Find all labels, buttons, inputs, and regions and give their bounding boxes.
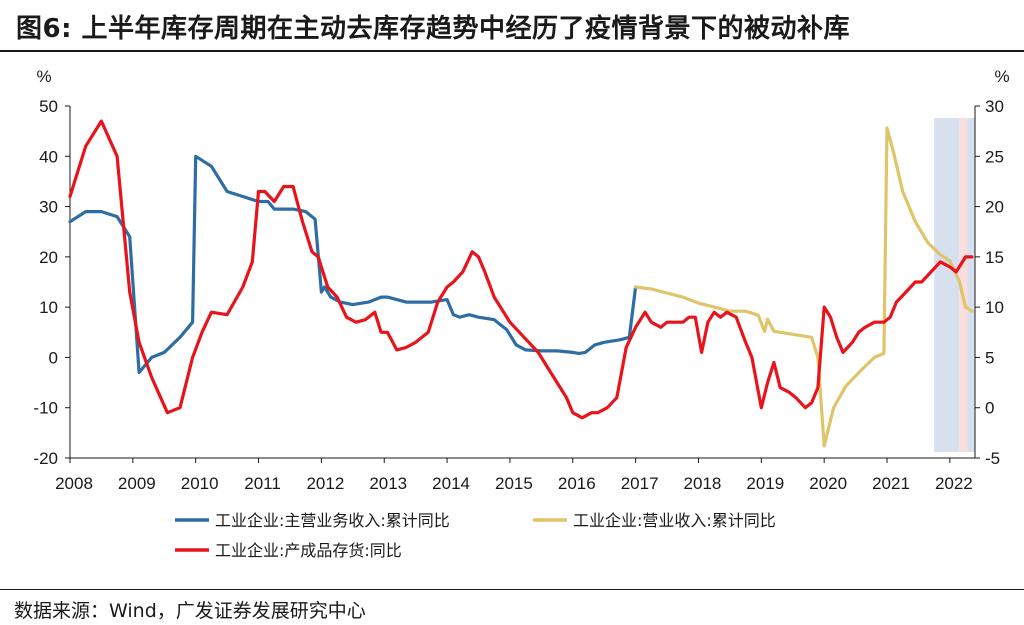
left-tick-label: -10 [33, 399, 58, 418]
left-tick-label: 20 [39, 248, 58, 267]
highlight-band-2 [959, 118, 968, 452]
legend-label-3: 工业企业:产成品存货:同比 [215, 541, 402, 560]
x-tick-label: 2017 [621, 474, 659, 493]
left-tick-label: 30 [39, 198, 58, 217]
left-axis-unit: % [36, 67, 51, 86]
series-line-2 [633, 126, 974, 448]
x-tick-label: 2009 [118, 474, 156, 493]
source-rule [0, 589, 1024, 590]
title-bar: 图6: 上半年库存周期在主动去库存趋势中经历了疫情背景下的被动补库 [0, 0, 1024, 48]
highlight-band-1 [934, 118, 960, 452]
x-tick-label: 2010 [181, 474, 219, 493]
x-tick-label: 2016 [558, 474, 596, 493]
x-tick-label: 2011 [244, 474, 281, 493]
x-tick-label: 2020 [809, 474, 847, 493]
right-tick-label: 30 [985, 97, 1004, 116]
right-tick-label: 25 [985, 147, 1004, 166]
series-line-1 [68, 154, 638, 375]
x-tick-label: 2013 [369, 474, 407, 493]
x-tick-label: 2021 [872, 474, 910, 493]
right-tick-label: 15 [985, 248, 1004, 267]
x-tick-label: 2015 [495, 474, 533, 493]
legend-label-2: 工业企业:营业收入:累计同比 [573, 511, 776, 530]
right-tick-label: 10 [985, 298, 1004, 317]
left-tick-label: 10 [39, 298, 58, 317]
figure-title: 图6: 上半年库存周期在主动去库存趋势中经历了疫情背景下的被动补库 [16, 14, 851, 44]
x-tick-label: 2008 [55, 474, 93, 493]
left-tick-label: 50 [39, 97, 58, 116]
source-note: 数据来源：Wind，广发证券发展研究中心 [14, 600, 366, 622]
legend-label-1: 工业企业:主营业务收入:累计同比 [215, 511, 450, 530]
right-tick-label: -5 [985, 449, 1000, 468]
right-tick-label: 0 [985, 399, 994, 418]
x-tick-label: 2012 [306, 474, 344, 493]
series-line-3 [68, 119, 974, 420]
left-tick-label: 0 [49, 348, 58, 367]
right-tick-label: 5 [985, 348, 994, 367]
highlight-band-3 [967, 118, 975, 452]
left-tick-label: -20 [33, 449, 58, 468]
left-tick-label: 40 [39, 147, 58, 166]
x-tick-label: 2018 [684, 474, 722, 493]
right-axis-unit: % [994, 67, 1009, 86]
x-tick-label: 2022 [935, 474, 973, 493]
title-rule [0, 50, 1024, 52]
x-tick-label: 2014 [432, 474, 470, 493]
x-tick-label: 2019 [746, 474, 784, 493]
right-tick-label: 20 [985, 198, 1004, 217]
